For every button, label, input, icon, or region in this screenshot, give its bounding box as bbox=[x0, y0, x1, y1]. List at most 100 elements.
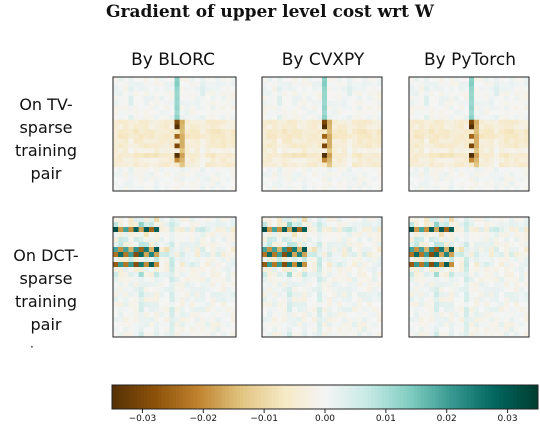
heatmap-cell bbox=[357, 129, 363, 135]
heatmap-cell bbox=[414, 138, 420, 144]
heatmap-cell bbox=[220, 317, 227, 323]
heatmap-cell bbox=[267, 157, 273, 163]
heatmap-cell bbox=[312, 242, 318, 248]
colorbar-segment bbox=[122, 385, 127, 409]
heatmap-cell bbox=[205, 157, 211, 163]
heatmap-cell bbox=[138, 143, 145, 149]
heatmap-cell bbox=[138, 172, 145, 178]
heatmap-cell bbox=[230, 302, 237, 308]
heatmap-cell bbox=[499, 307, 505, 313]
heatmap-cell bbox=[444, 237, 450, 243]
heatmap-cell bbox=[220, 110, 227, 116]
heatmap-cell bbox=[169, 167, 175, 173]
heatmap-cell bbox=[297, 134, 303, 140]
heatmap-cell bbox=[454, 322, 460, 328]
heatmap-cell bbox=[352, 105, 358, 111]
heatmap-cell bbox=[113, 317, 119, 323]
heatmap-cell bbox=[499, 167, 505, 173]
heatmap-cell bbox=[179, 91, 186, 97]
heatmap-cell bbox=[519, 129, 525, 135]
heatmap-cell bbox=[337, 129, 343, 135]
heatmap-cell bbox=[138, 96, 145, 102]
heatmap-cell bbox=[377, 100, 383, 106]
heatmap-cell bbox=[332, 162, 338, 168]
heatmap-cell bbox=[327, 167, 333, 173]
heatmap-cell bbox=[159, 86, 165, 92]
heatmap-cell bbox=[352, 232, 358, 238]
heatmap-cell bbox=[118, 227, 124, 233]
heatmap-cell bbox=[444, 162, 450, 168]
heatmap-cell bbox=[200, 297, 206, 303]
heatmap-cell bbox=[474, 143, 480, 149]
heatmap-cell bbox=[429, 322, 435, 328]
heatmap-cell bbox=[169, 138, 175, 144]
heatmap-cell bbox=[489, 129, 495, 135]
heatmap-cell bbox=[419, 222, 425, 228]
heatmap-cell bbox=[164, 119, 170, 125]
heatmap-cell bbox=[272, 138, 278, 144]
heatmap-cell bbox=[282, 134, 288, 140]
heatmap-cell bbox=[282, 242, 288, 248]
heatmap-cell bbox=[459, 292, 465, 298]
heatmap-cell bbox=[159, 217, 165, 223]
heatmap-cell bbox=[215, 247, 221, 253]
heatmap-cell bbox=[174, 138, 180, 144]
heatmap-cell bbox=[317, 134, 323, 140]
heatmap-cell bbox=[164, 115, 170, 121]
heatmap-cell bbox=[312, 167, 318, 173]
heatmap-cell bbox=[282, 129, 288, 135]
heatmap-cell bbox=[267, 176, 273, 182]
heatmap-cell bbox=[474, 186, 480, 192]
heatmap-cell bbox=[230, 252, 237, 258]
heatmap-cell bbox=[372, 100, 378, 106]
heatmap-cell bbox=[164, 181, 170, 187]
heatmap-cell bbox=[377, 257, 383, 263]
heatmap-cell bbox=[189, 77, 196, 83]
heatmap-cell bbox=[297, 110, 303, 116]
heatmap-cell bbox=[494, 327, 500, 333]
heatmap-cell bbox=[469, 91, 475, 97]
heatmap-cell bbox=[143, 287, 150, 293]
heatmap-cell bbox=[272, 105, 278, 111]
heatmap-cell bbox=[287, 100, 293, 106]
heatmap-cell bbox=[429, 302, 435, 308]
heatmap-cell bbox=[317, 247, 323, 253]
heatmap-cell bbox=[352, 282, 358, 288]
heatmap-cell bbox=[434, 186, 440, 192]
heatmap-cell bbox=[332, 322, 338, 328]
heatmap-cell bbox=[409, 148, 415, 154]
heatmap-cell bbox=[357, 91, 363, 97]
heatmap-cell bbox=[504, 134, 510, 140]
heatmap-cell bbox=[439, 181, 445, 187]
heatmap-cell bbox=[195, 143, 201, 149]
heatmap-cell bbox=[225, 86, 232, 92]
heatmap-cell bbox=[287, 252, 293, 258]
heatmap-cell bbox=[312, 81, 318, 87]
heatmap-cell bbox=[322, 302, 328, 308]
heatmap-cell bbox=[424, 297, 430, 303]
heatmap-cell bbox=[113, 262, 119, 268]
heatmap-cell bbox=[464, 292, 470, 298]
heatmap-cell bbox=[262, 307, 268, 313]
heatmap-cell bbox=[454, 302, 460, 308]
heatmap-cell bbox=[282, 153, 288, 159]
heatmap-cell bbox=[499, 77, 505, 83]
heatmap-cell bbox=[200, 282, 206, 288]
heatmap-cell bbox=[414, 237, 420, 243]
heatmap-cell bbox=[424, 292, 430, 298]
heatmap-cell bbox=[195, 77, 201, 83]
heatmap-cell bbox=[189, 272, 196, 278]
heatmap-cell bbox=[377, 332, 383, 338]
heatmap-cell bbox=[272, 167, 278, 173]
heatmap-cell bbox=[372, 77, 378, 83]
heatmap-cell bbox=[342, 96, 348, 102]
colorbar-segment bbox=[388, 385, 393, 409]
heatmap-cell bbox=[367, 134, 373, 140]
heatmap-cell bbox=[504, 272, 510, 278]
heatmap-cell bbox=[509, 252, 515, 258]
heatmap-cell bbox=[302, 119, 308, 125]
colorbar-segment bbox=[435, 385, 439, 409]
heatmap-cell bbox=[287, 287, 293, 293]
heatmap-cell bbox=[484, 110, 490, 116]
heatmap-cell bbox=[474, 124, 480, 130]
